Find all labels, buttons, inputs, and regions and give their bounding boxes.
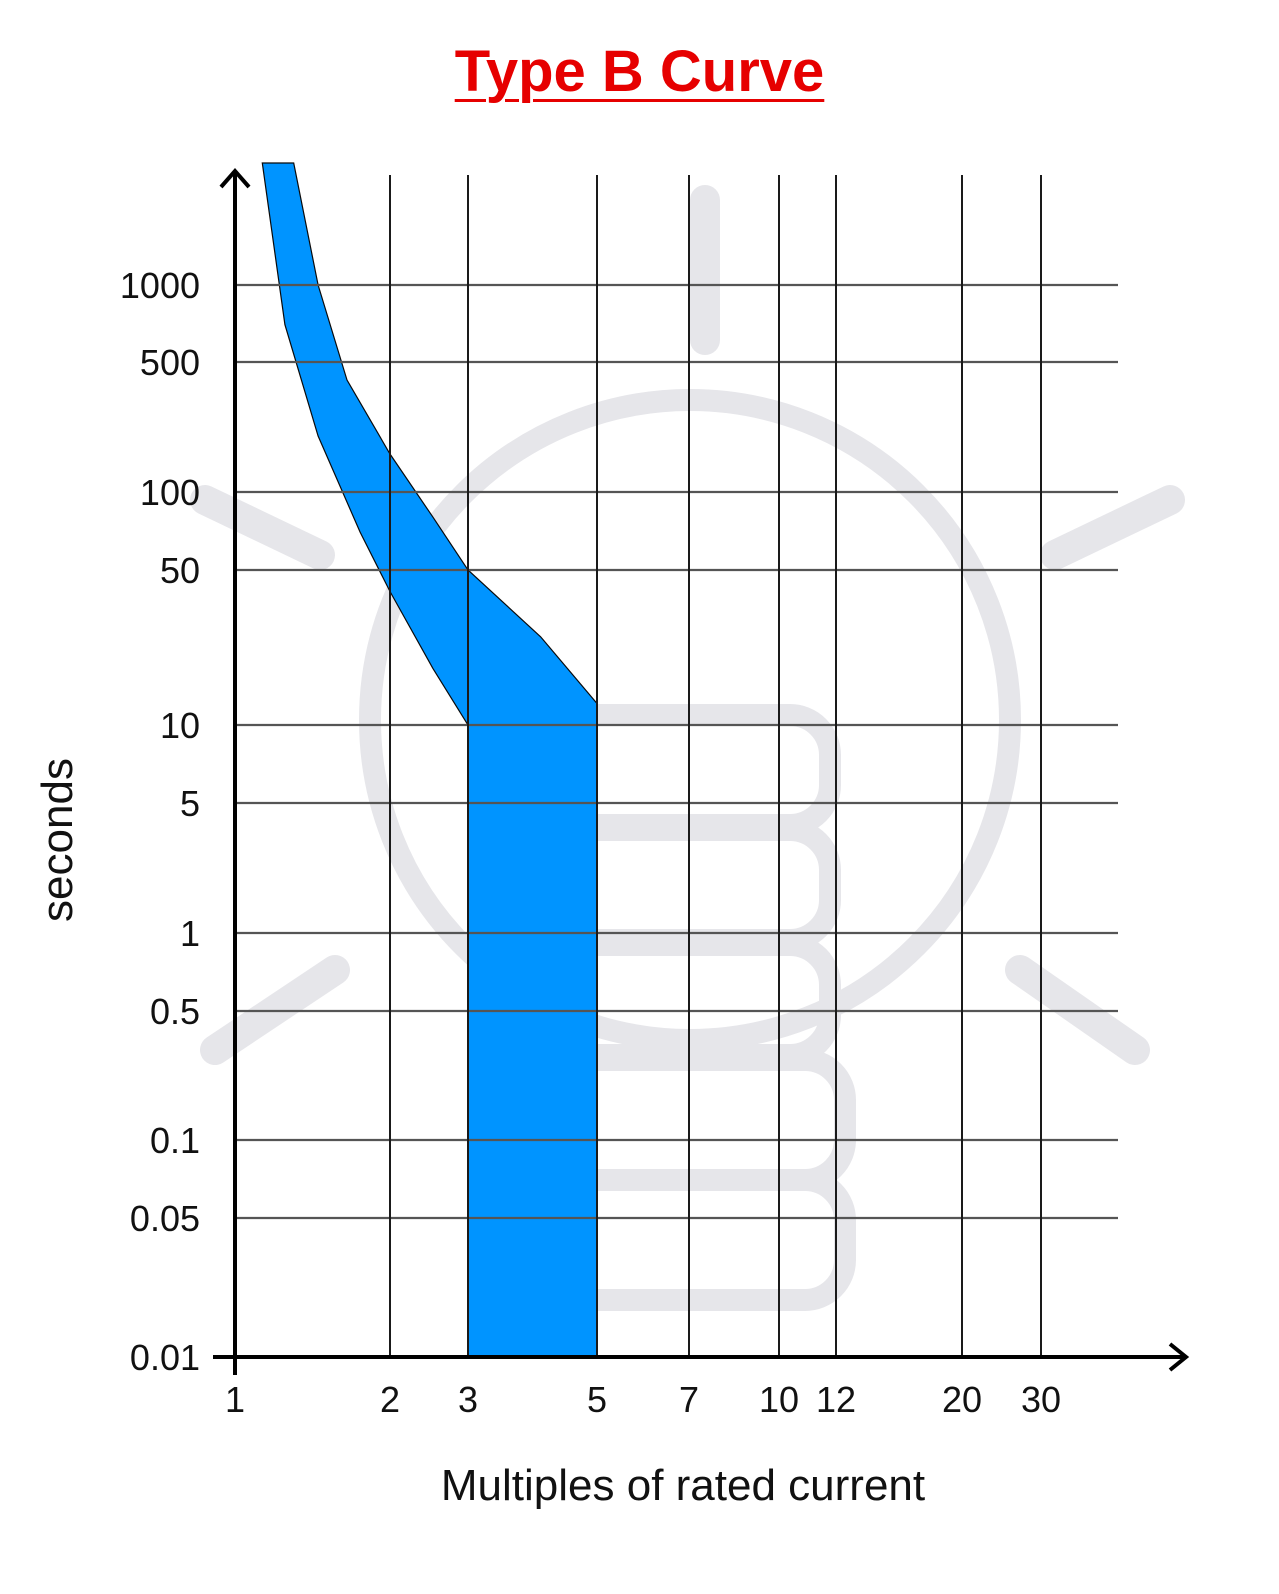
- y-tick-label: 100: [140, 472, 200, 513]
- y-axis-title: seconds: [33, 758, 82, 922]
- x-tick-label: 12: [816, 1379, 856, 1420]
- y-axis-arrow-icon: [219, 167, 251, 189]
- y-tick-label: 0.1: [150, 1120, 200, 1161]
- y-tick-label: 500: [140, 342, 200, 383]
- x-tick-label: 5: [587, 1379, 607, 1420]
- y-tick-label: 1: [180, 913, 200, 954]
- y-tick-label: 5: [180, 783, 200, 824]
- y-tick-label: 50: [160, 550, 200, 591]
- y-tick-label: 0.5: [150, 991, 200, 1032]
- x-tick-label: 3: [458, 1379, 478, 1420]
- y-tick-label: 10: [160, 705, 200, 746]
- x-axis-title: Multiples of rated current: [441, 1461, 925, 1510]
- trip-band-area: [261, 162, 598, 1358]
- lightbulb-watermark-icon: [190, 185, 1185, 1311]
- x-tick-label: 30: [1021, 1379, 1061, 1420]
- y-tick-label: 0.05: [130, 1198, 200, 1239]
- x-tick-label: 10: [759, 1379, 799, 1420]
- y-tick-label: 1000: [120, 265, 200, 306]
- x-axis-arrow-icon: [1168, 1342, 1190, 1372]
- x-tick-label: 20: [942, 1379, 982, 1420]
- x-tick-label: 2: [380, 1379, 400, 1420]
- y-tick-label: 0.01: [130, 1337, 200, 1378]
- chart-title: Type B Curve: [454, 39, 825, 104]
- x-tick-label: 1: [225, 1379, 245, 1420]
- x-tick-label: 7: [679, 1379, 699, 1420]
